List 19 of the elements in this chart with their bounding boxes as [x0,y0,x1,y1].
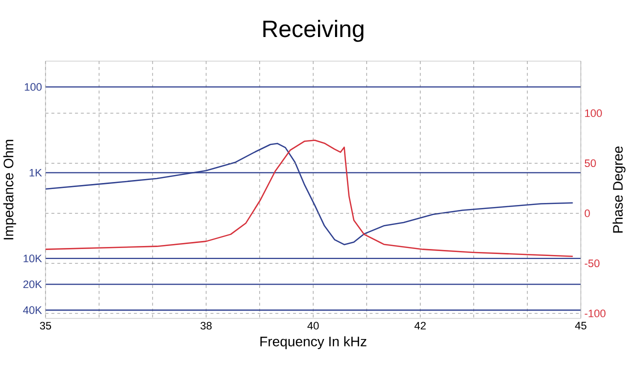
y-tick-label: 100 [24,83,42,91]
y2-tick-label: -50 [584,260,600,268]
x-tick-label: 35 [40,322,52,330]
x-tick-label: 40 [307,322,319,330]
x-tick-label: 42 [414,322,426,330]
x-axis-title: Frequency In kHz [260,336,366,350]
y-axis-title: Impedance Ohm [3,140,16,240]
x-tick-label: 45 [575,322,586,330]
x-tick-label: 38 [200,322,212,330]
y-tick-label: 1K [30,169,42,177]
y-tick-label: 10K [24,254,42,262]
y2-axis-title: Phase Degree [612,146,626,233]
y2-tick-label: 50 [584,160,596,168]
y-tick-label: 20K [23,280,42,288]
y-tick-label: 40K [23,306,42,314]
y2-tick-label: 100 [585,110,602,118]
y2-tick-label: 0 [584,210,590,218]
chart-title: Receiving [263,20,364,42]
y2-tick-label: -100 [584,310,606,318]
